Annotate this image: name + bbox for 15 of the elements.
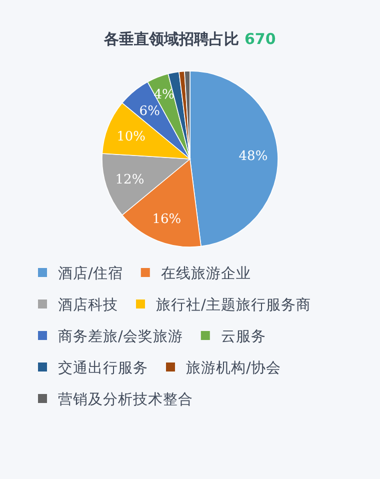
legend-label: 旅游机构/协会 bbox=[186, 360, 281, 376]
legend-label: 在线旅游企业 bbox=[160, 265, 251, 282]
legend-label: 云服务 bbox=[220, 328, 266, 345]
data-label: 16% bbox=[152, 212, 182, 227]
legend-label: 商务差旅/会奖旅游 bbox=[58, 328, 183, 345]
legend-label: 交通出行服务 bbox=[58, 360, 148, 376]
chart-title: 各垂直领域招聘占比 670 bbox=[103, 30, 276, 48]
data-label: 12% bbox=[115, 172, 144, 188]
legend-label: 旅行社/主题旅行服务商 bbox=[156, 296, 311, 314]
data-label: 10% bbox=[116, 130, 146, 145]
legend-label: 营销及分析技术整合 bbox=[58, 391, 193, 408]
data-label: 6% bbox=[139, 104, 160, 120]
data-label: 48% bbox=[238, 149, 268, 164]
legend-label: 酒店/住宿 bbox=[58, 265, 123, 282]
legend-label: 酒店科技 bbox=[58, 296, 118, 314]
